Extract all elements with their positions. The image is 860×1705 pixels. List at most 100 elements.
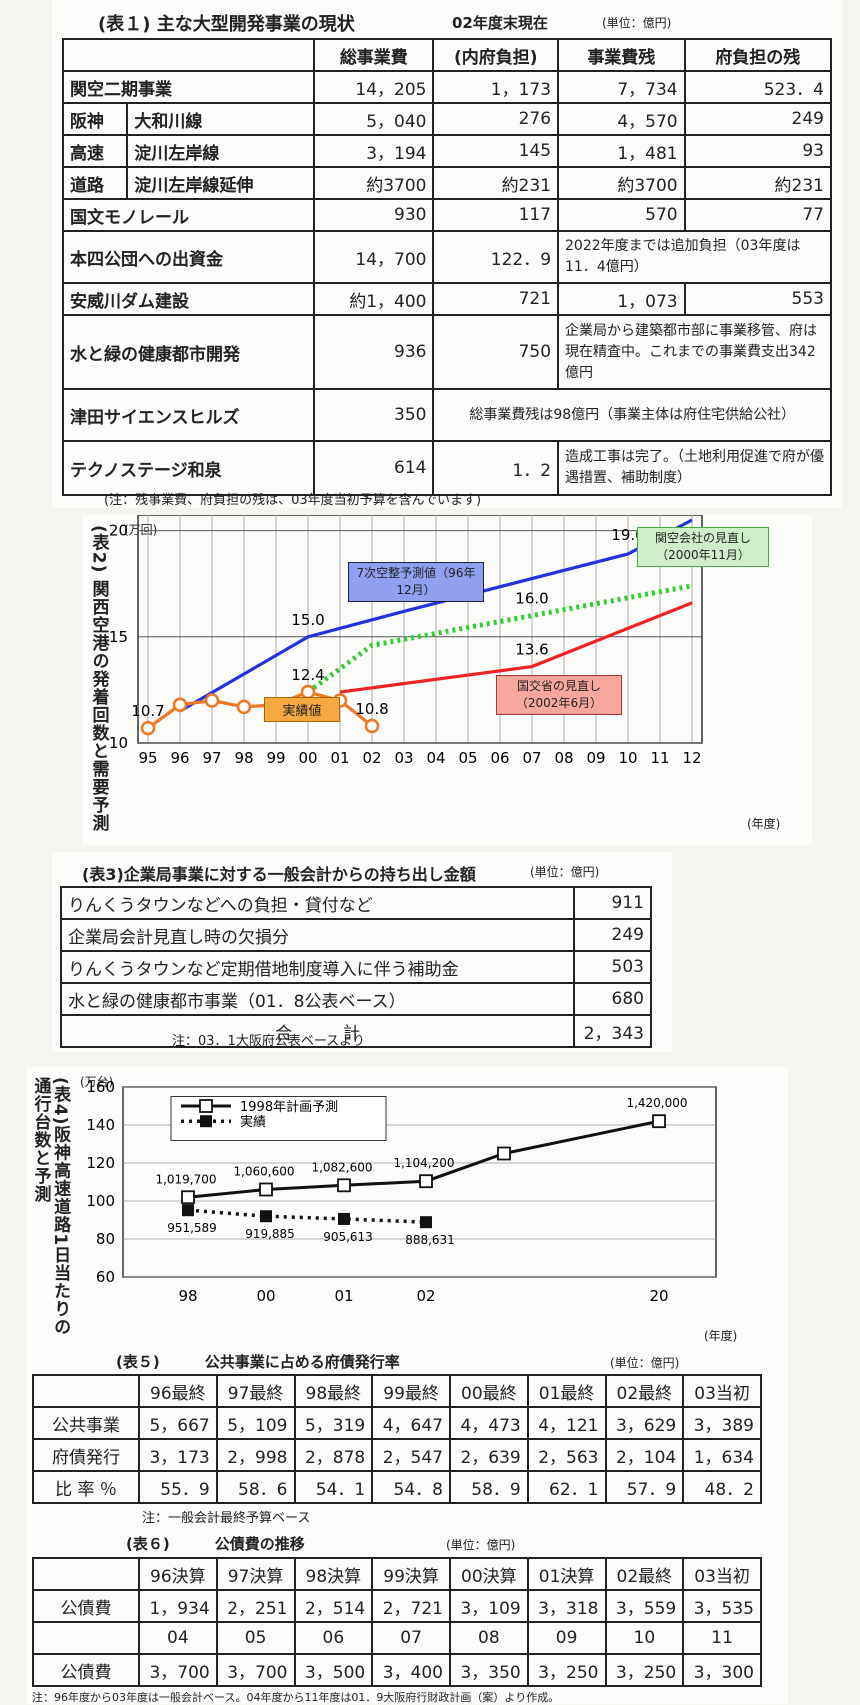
table-row: りんくうタウンなどへの負担・貸付など 911 <box>59 886 652 920</box>
cell: 680 <box>573 982 652 1016</box>
plan-point <box>652 1114 666 1129</box>
x-tick-label: 05 <box>458 749 477 767</box>
x-tick-label: 06 <box>490 749 509 767</box>
table6-header: 05 <box>215 1621 296 1655</box>
table3-note: 注：03．1大阪府公表ベースより <box>172 1034 365 1049</box>
table6-header: 02最終 <box>604 1557 685 1591</box>
total-label: 合 計 <box>59 1014 576 1048</box>
legend-actual-marker <box>200 1115 212 1128</box>
cell: 62．1 <box>526 1470 607 1504</box>
row-label: 安威川ダム建設 <box>61 282 316 316</box>
cell: 58．9 <box>449 1470 529 1504</box>
bottom-panel: (表4)阪神高速道路1日当たりの通行台数と予測 (万台) (年度) 60 80 10… <box>26 1067 788 1704</box>
cell: 4，570 <box>557 102 686 136</box>
table-row: 水と緑の健康都市事業（01．8公表ベース） 680 <box>59 982 652 1016</box>
table5-header-row: 96最終 97最終 98最終 99最終 00最終 01最終 02最終 03当初 <box>32 1374 762 1408</box>
plan-point <box>419 1174 433 1189</box>
table6-header-row: 04 05 06 07 08 09 10 11 <box>32 1621 762 1655</box>
cell: 117 <box>432 198 560 232</box>
cell: 276 <box>432 102 560 136</box>
cell: 721 <box>432 282 560 316</box>
cell: 3，173 <box>138 1438 218 1472</box>
y-tick-label: 60 <box>96 1268 115 1286</box>
cell: 3，559 <box>604 1589 685 1623</box>
table1-footnote: (注：残事業費、府負担の残は、03年度当初予算を含んでいます) <box>104 493 482 508</box>
data-label: 10.7 <box>131 702 164 720</box>
table-row: 水と緑の健康都市開発 936 750 企業局から建築都市部に事業移管、府は現在精… <box>61 314 832 390</box>
table6-header: 04 <box>138 1621 218 1655</box>
cell: 911 <box>573 886 652 920</box>
data-label: 12.4 <box>291 666 324 684</box>
cell: 1．2 <box>432 440 560 496</box>
legend-actual-label: 実績 <box>240 1114 266 1130</box>
cell: 2，104 <box>604 1438 685 1472</box>
cell: 54．8 <box>371 1470 451 1504</box>
x-tick-label: 99 <box>266 749 285 767</box>
table-row: 関空二期事業 14，205 1，173 7，734 523．4 <box>61 70 833 104</box>
table-row: 公共事業 5，667 5，109 5，319 4，647 4，473 4，121 3，… <box>32 1406 762 1440</box>
cell: 249 <box>573 918 652 952</box>
actual-point <box>420 1216 432 1229</box>
table3: りんくうタウンなどへの負担・貸付など 911 企業局会計見直し時の欠損分 249 り… <box>59 886 652 1048</box>
table-row: 阪神 大和川線 5，040 276 4，570 249 <box>61 102 833 136</box>
x-tick-label: 98 <box>234 749 253 767</box>
x-tick-label: 02 <box>362 749 381 767</box>
data-label: 15.0 <box>291 611 324 629</box>
chart2-unit: (万回) <box>124 523 158 537</box>
y-tick-label: 100 <box>86 1192 115 1210</box>
row-label: 津田サイエンスヒルズ <box>61 388 316 442</box>
table3-title: (表3)企業局事業に対する一般会計からの持ち出し金額 <box>82 865 476 884</box>
table1: 総事業費 (内府負担) 事業費残 府負担の残 関空二期事業 14，205 1，1… <box>61 38 833 496</box>
row-label: 企業局会計見直し時の欠損分 <box>59 918 576 952</box>
table-row: 国文モノレール 930 117 570 77 <box>61 198 833 232</box>
plan-data-label: 1,104,200 <box>393 1156 454 1170</box>
x-tick-label: 12 <box>682 749 701 767</box>
table6-title: (表６) 公債費の推移 <box>126 1535 305 1553</box>
series-line <box>306 583 693 695</box>
x-tick-label: 96 <box>170 749 189 767</box>
chart2-panel: (表2) 関西空港の発着回数と需要予測 (万回) (年度) 95 96 97 98 99… <box>82 515 812 845</box>
table6-header: 98決算 <box>293 1557 374 1591</box>
cell: 3，629 <box>604 1406 685 1440</box>
x-tick-label: 00 <box>298 749 317 767</box>
cell: 570 <box>557 198 686 232</box>
row-label: 公共事業 <box>32 1406 140 1440</box>
table6-header: 06 <box>293 1621 374 1655</box>
x-tick-label: 01 <box>334 1287 353 1305</box>
cell: 750 <box>432 314 560 390</box>
row-label: 本四公団への出資金 <box>61 230 316 284</box>
cell: 5，667 <box>138 1406 218 1440</box>
cell: 約231 <box>683 166 833 200</box>
data-point <box>172 697 188 713</box>
table5-header: 97最終 <box>215 1374 296 1408</box>
plan-point <box>259 1182 273 1197</box>
cell: 3，500 <box>293 1653 374 1687</box>
data-label: 16.0 <box>515 590 548 608</box>
table-row: 高速 淀川左岸線 3，194 145 1，481 93 <box>61 134 833 168</box>
row-label: 国文モノレール <box>61 198 316 232</box>
cell: 2，514 <box>293 1589 374 1623</box>
cell: 3，300 <box>682 1653 762 1687</box>
cell: 3，700 <box>138 1653 218 1687</box>
data-label: 19.0 <box>611 526 644 544</box>
cell: 1，073 <box>557 282 686 316</box>
actual-point <box>182 1204 194 1217</box>
cell: 3，250 <box>526 1653 607 1687</box>
table-row: テクノステージ和泉 614 1．2 造成工事は完了。（土地利用促進で府が優遇措置… <box>61 440 832 496</box>
actual-data-label: 905,613 <box>323 1230 373 1244</box>
cell: 2，878 <box>293 1438 374 1472</box>
cell: 約231 <box>432 166 560 200</box>
cell: 14，700 <box>313 230 435 284</box>
cell: 5，109 <box>215 1406 296 1440</box>
cell: 249 <box>683 102 833 136</box>
table1-header-row: 総事業費 (内府負担) 事業費残 府負担の残 <box>61 38 833 72</box>
table1-asof: 02年度末現在 <box>452 14 548 32</box>
table1-header: 総事業費 <box>313 38 435 72</box>
cell: 2，547 <box>371 1438 451 1472</box>
row-label: 淀川左岸線 <box>126 134 316 168</box>
callout-plan: 7次空整予測値（96年12月） <box>348 562 484 602</box>
table5-header: 98最終 <box>293 1374 374 1408</box>
table6-header-row: 96決算 97決算 98決算 99決算 00決算 01決算 02最終 03当初 <box>32 1557 762 1591</box>
plan-point <box>181 1190 195 1205</box>
table6-header: 00決算 <box>449 1557 529 1591</box>
